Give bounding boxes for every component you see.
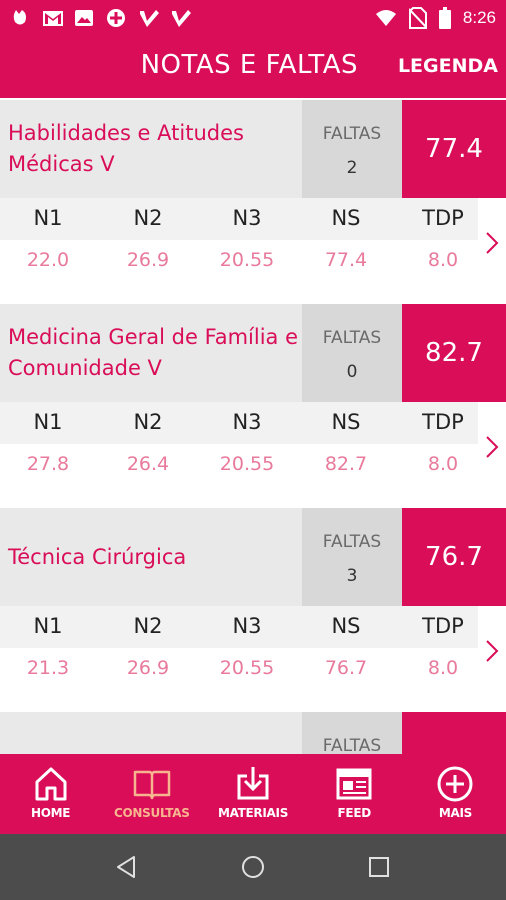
checkmark-app-icon xyxy=(138,8,160,28)
faltas-value: 0 xyxy=(346,362,358,382)
nav-home[interactable]: HOME xyxy=(0,754,101,834)
wifi-icon xyxy=(375,10,396,26)
faltas-label: FALTAS xyxy=(322,328,382,348)
column-header: NS xyxy=(331,206,361,230)
gmail-icon xyxy=(42,8,64,28)
note-value: 20.55 xyxy=(219,249,275,271)
plus-circle-icon xyxy=(437,766,473,802)
nav-materiais[interactable]: MATERIAIS xyxy=(202,754,303,834)
column-header: NS xyxy=(331,614,361,638)
column-header: N2 xyxy=(133,206,163,230)
notes-values: 22.0 26.9 20.55 77.4 8.0 xyxy=(0,240,478,282)
android-nav-bar xyxy=(0,834,506,900)
recents-icon[interactable] xyxy=(366,854,392,880)
note-value: 8.0 xyxy=(427,249,459,271)
column-header: N3 xyxy=(232,206,262,230)
column-header: NS xyxy=(331,410,361,434)
faltas-box: FALTAS xyxy=(302,712,402,754)
faltas-label: FALTAS xyxy=(322,736,382,754)
status-time: 8:26 xyxy=(462,8,496,27)
back-icon[interactable] xyxy=(114,854,140,880)
column-header: TDP xyxy=(422,206,464,230)
note-value: 82.7 xyxy=(324,453,368,475)
note-value: 76.7 xyxy=(324,657,368,679)
nav-label: MAIS xyxy=(438,806,472,820)
note-value: 20.55 xyxy=(219,453,275,475)
notes-values: 21.3 26.9 20.55 76.7 8.0 xyxy=(0,648,478,690)
faltas-label: FALTAS xyxy=(322,532,382,552)
notes-header: N1 N2 N3 NS TDP xyxy=(0,606,478,648)
battery-icon xyxy=(438,7,451,29)
bottom-nav: HOME CONSULTAS MATERIAIS FEED MAIS xyxy=(0,754,506,834)
note-value: 22.0 xyxy=(26,249,70,271)
subject-card[interactable]: FALTAS xyxy=(0,710,506,754)
notes-values: 27.8 26.4 20.55 82.7 8.0 xyxy=(0,444,478,486)
subject-card[interactable]: Medicina Geral de Família e Comunidade V… xyxy=(0,302,506,506)
download-icon xyxy=(237,767,269,800)
home-icon xyxy=(35,767,67,801)
no-sim-icon xyxy=(408,7,427,29)
image-icon xyxy=(74,8,96,28)
note-value: 21.3 xyxy=(26,657,70,679)
note-value: 8.0 xyxy=(427,453,459,475)
final-grade: 77.4 xyxy=(402,100,506,198)
legend-button[interactable]: LEGENDA xyxy=(397,55,498,77)
notes-header: N1 N2 N3 NS TDP xyxy=(0,402,478,444)
subject-name: Técnica Cirúrgica xyxy=(0,508,302,606)
status-bar: 8:26 xyxy=(0,0,506,36)
column-header: N2 xyxy=(133,410,163,434)
subject-name: Medicina Geral de Família e Comunidade V xyxy=(0,304,302,402)
chevron-right-icon[interactable] xyxy=(478,434,506,464)
chevron-right-icon[interactable] xyxy=(478,230,506,260)
note-value: 27.8 xyxy=(26,453,70,475)
nav-label: HOME xyxy=(31,806,71,820)
nav-label: CONSULTAS xyxy=(114,806,190,820)
subject-card[interactable]: Habilidades e Atitudes Médicas V FALTAS … xyxy=(0,98,506,302)
nav-feed[interactable]: FEED xyxy=(304,754,405,834)
grades-list[interactable]: Habilidades e Atitudes Médicas V FALTAS … xyxy=(0,98,506,754)
notes-header: N1 N2 N3 NS TDP xyxy=(0,198,478,240)
final-grade: 82.7 xyxy=(402,304,506,402)
faltas-box: FALTAS 3 xyxy=(302,508,402,606)
newspaper-icon xyxy=(336,768,372,800)
nav-label: FEED xyxy=(337,806,372,820)
note-value: 26.9 xyxy=(126,249,170,271)
home-circle-icon[interactable] xyxy=(240,854,266,880)
nav-mais[interactable]: MAIS xyxy=(405,754,506,834)
faltas-box: FALTAS 0 xyxy=(302,304,402,402)
note-value: 26.4 xyxy=(126,453,170,475)
note-value: 8.0 xyxy=(427,657,459,679)
note-value: 20.55 xyxy=(219,657,275,679)
checkmark-app-icon-2 xyxy=(170,8,192,28)
column-header: N3 xyxy=(232,410,262,434)
subject-card[interactable]: Técnica Cirúrgica FALTAS 3 76.7 N1 N2 N3… xyxy=(0,506,506,710)
column-header: N2 xyxy=(133,614,163,638)
column-header: N3 xyxy=(232,614,262,638)
column-header: TDP xyxy=(422,410,464,434)
note-value: 26.9 xyxy=(126,657,170,679)
column-header: N1 xyxy=(33,614,63,638)
nav-label: MATERIAIS xyxy=(217,806,289,820)
final-grade xyxy=(402,712,506,754)
column-header: TDP xyxy=(422,614,464,638)
subject-name xyxy=(0,712,302,754)
faltas-label: FALTAS xyxy=(322,124,382,144)
column-header: N1 xyxy=(33,410,63,434)
faltas-box: FALTAS 2 xyxy=(302,100,402,198)
plus-circle-icon xyxy=(106,8,128,28)
app-bar: NOTAS E FALTAS LEGENDA xyxy=(0,36,506,98)
final-grade: 76.7 xyxy=(402,508,506,606)
app-icon xyxy=(10,8,32,28)
nav-consultas[interactable]: CONSULTAS xyxy=(101,754,202,834)
chevron-right-icon[interactable] xyxy=(478,638,506,668)
subject-name: Habilidades e Atitudes Médicas V xyxy=(0,100,302,198)
page-title: NOTAS E FALTAS xyxy=(140,50,358,80)
column-header: N1 xyxy=(33,206,63,230)
book-icon xyxy=(133,770,171,800)
note-value: 77.4 xyxy=(324,249,368,271)
faltas-value: 2 xyxy=(346,158,358,178)
faltas-value: 3 xyxy=(346,566,358,586)
